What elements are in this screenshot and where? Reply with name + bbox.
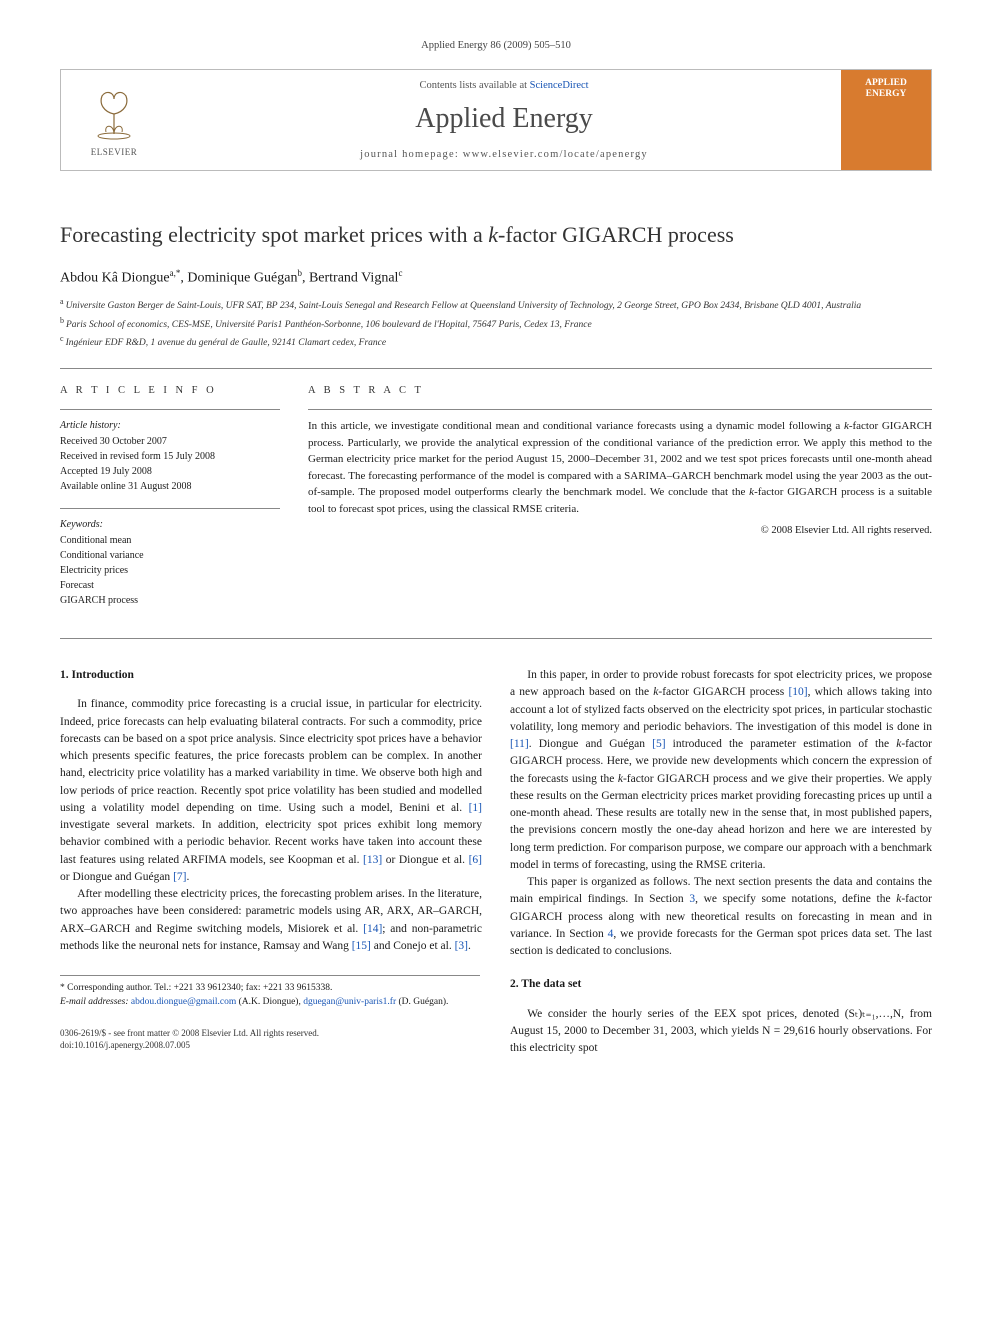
data-paragraph-1: We consider the hourly series of the EEX…	[510, 1006, 932, 1058]
info-abstract-row: A R T I C L E I N F O Article history: R…	[60, 369, 932, 638]
keyword-1: Conditional variance	[60, 548, 280, 563]
keyword-3: Forecast	[60, 578, 280, 593]
abstract: A B S T R A C T In this article, we inve…	[308, 383, 932, 622]
keyword-0: Conditional mean	[60, 533, 280, 548]
article-title: Forecasting electricity spot market pric…	[60, 221, 932, 250]
email-2[interactable]: dguegan@univ-paris1.fr	[303, 997, 396, 1007]
elsevier-tree-icon	[84, 84, 144, 144]
doi-line: doi:10.1016/j.apenergy.2008.07.005	[60, 1039, 482, 1052]
author-1-sup: a,*	[170, 268, 181, 278]
intro-paragraph-2: After modelling these electricity prices…	[60, 886, 482, 955]
homepage-prefix: journal homepage:	[360, 149, 463, 160]
keyword-4: GIGARCH process	[60, 593, 280, 608]
author-1: Abdou Kâ Diongue	[60, 270, 170, 285]
info-heading: A R T I C L E I N F O	[60, 383, 280, 399]
article-info: A R T I C L E I N F O Article history: R…	[60, 383, 280, 622]
abstract-rule	[308, 409, 932, 410]
doi-block: 0306-2619/$ - see front matter © 2008 El…	[60, 1027, 482, 1052]
history-accepted: Accepted 19 July 2008	[60, 464, 280, 479]
info-rule-2	[60, 508, 280, 509]
emails-label: E-mail addresses:	[60, 997, 129, 1007]
info-rule-1	[60, 409, 280, 410]
journal-masthead: ELSEVIER Contents lists available at Sci…	[60, 69, 932, 171]
author-3: Bertrand Vignal	[309, 270, 399, 285]
homepage-url: www.elsevier.com/locate/apenergy	[463, 149, 648, 160]
email-2-who: (D. Guégan).	[399, 997, 449, 1007]
author-3-sup: c	[398, 268, 402, 278]
affiliations: aUniversite Gaston Berger de Saint-Louis…	[60, 296, 932, 350]
affiliation-b: Paris School of economics, CES-MSE, Univ…	[66, 320, 592, 330]
history-label: Article history:	[60, 418, 280, 433]
intro-paragraph-1: In finance, commodity price forecasting …	[60, 696, 482, 886]
keywords-label: Keywords:	[60, 517, 280, 532]
section-2-heading: 2. The data set	[510, 976, 932, 993]
intro-paragraph-3: In this paper, in order to provide robus…	[510, 667, 932, 874]
body-columns: 1. Introduction In finance, commodity pr…	[60, 667, 932, 1057]
contents-prefix: Contents lists available at	[419, 80, 529, 91]
running-head: Applied Energy 86 (2009) 505–510	[60, 40, 932, 51]
history-received: Received 30 October 2007	[60, 434, 280, 449]
cover-title: APPLIED ENERGY	[845, 78, 927, 101]
affiliation-c: Ingénieur EDF R&D, 1 avenue du genéral d…	[66, 338, 387, 348]
masthead-center: Contents lists available at ScienceDirec…	[167, 70, 841, 170]
keyword-2: Electricity prices	[60, 563, 280, 578]
abstract-copyright: © 2008 Elsevier Ltd. All rights reserved…	[308, 523, 932, 539]
email-1-who: (A.K. Diongue),	[239, 997, 301, 1007]
journal-cover: APPLIED ENERGY	[841, 70, 931, 170]
abstract-heading: A B S T R A C T	[308, 383, 932, 399]
history-online: Available online 31 August 2008	[60, 479, 280, 494]
homepage-line: journal homepage: www.elsevier.com/locat…	[360, 149, 648, 160]
intro-paragraph-4: This paper is organized as follows. The …	[510, 874, 932, 960]
email-1[interactable]: abdou.diongue@gmail.com	[131, 997, 236, 1007]
title-ital: k	[488, 222, 498, 247]
author-2-sup: b	[297, 268, 302, 278]
publisher-logo-block: ELSEVIER	[61, 70, 167, 170]
title-post: -factor GIGARCH process	[498, 222, 734, 247]
front-matter-line: 0306-2619/$ - see front matter © 2008 El…	[60, 1027, 482, 1040]
title-pre: Forecasting electricity spot market pric…	[60, 222, 488, 247]
rule-bottom	[60, 638, 932, 639]
history-revised: Received in revised form 15 July 2008	[60, 449, 280, 464]
affiliation-a: Universite Gaston Berger de Saint-Louis,…	[66, 301, 862, 311]
contents-line: Contents lists available at ScienceDirec…	[419, 80, 588, 91]
footnotes: * Corresponding author. Tel.: +221 33 96…	[60, 975, 480, 1009]
sciencedirect-link[interactable]: ScienceDirect	[530, 80, 589, 91]
corresponding-author: * Corresponding author. Tel.: +221 33 96…	[60, 982, 480, 995]
section-1-heading: 1. Introduction	[60, 667, 482, 684]
authors-line: Abdou Kâ Dionguea,*, Dominique Guéganb, …	[60, 268, 932, 287]
author-2: Dominique Guégan	[187, 270, 297, 285]
journal-name: Applied Energy	[415, 103, 593, 135]
publisher-label: ELSEVIER	[91, 147, 138, 157]
abstract-text: In this article, we investigate conditio…	[308, 418, 932, 517]
